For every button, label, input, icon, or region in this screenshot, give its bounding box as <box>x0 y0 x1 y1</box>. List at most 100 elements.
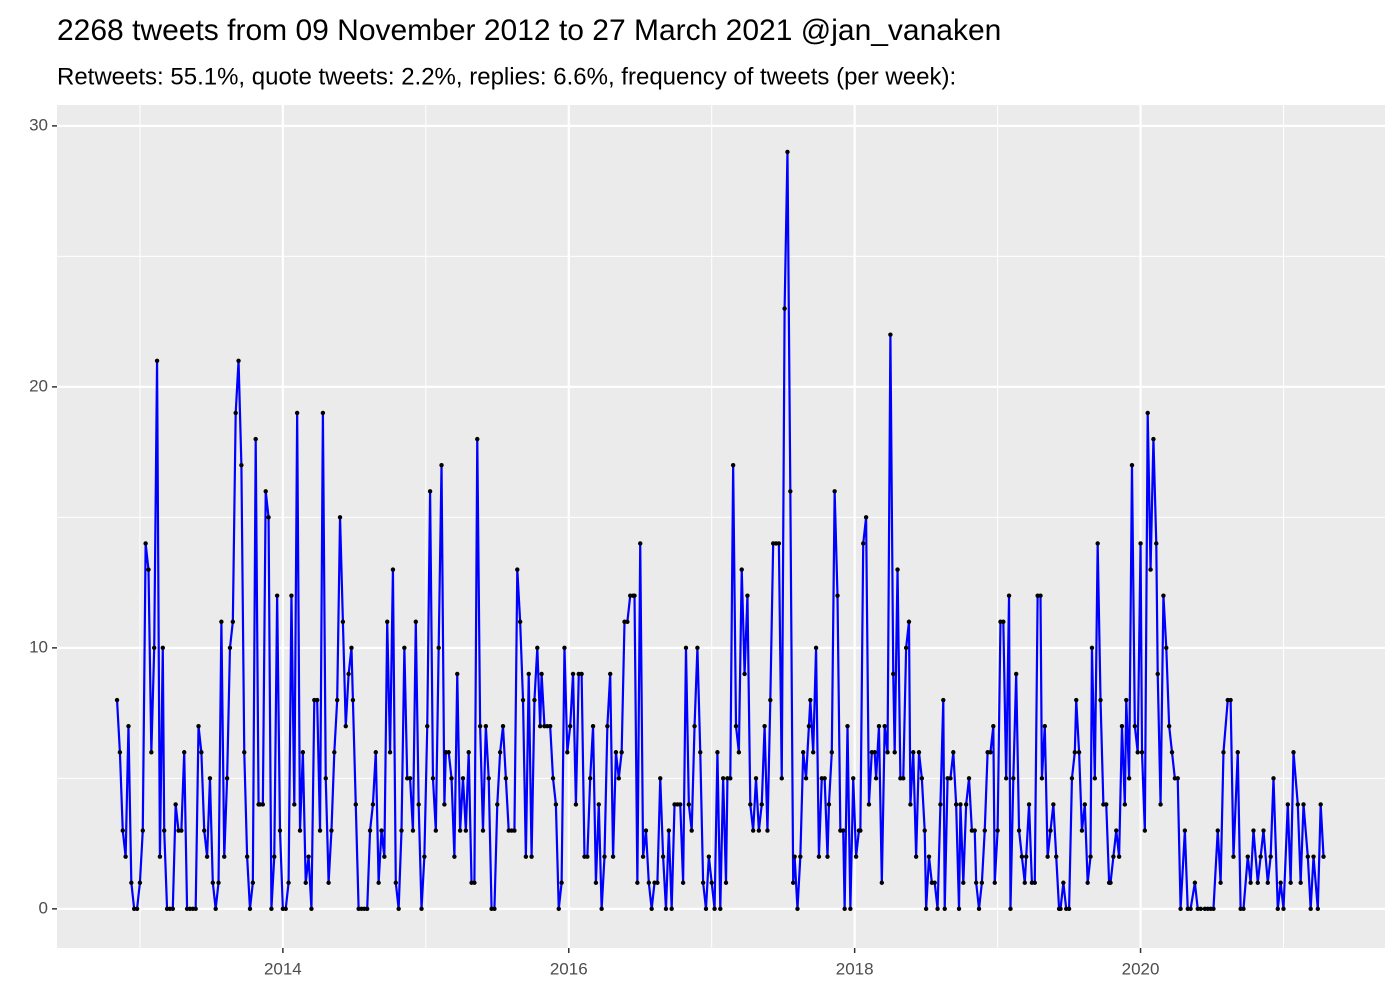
point <box>753 776 759 781</box>
point <box>402 645 407 651</box>
point <box>608 671 613 677</box>
point <box>872 750 877 755</box>
point <box>736 750 742 755</box>
y-tick-label: 30 <box>29 115 48 134</box>
point <box>472 880 477 885</box>
point <box>1142 828 1148 833</box>
point <box>646 880 652 885</box>
point <box>1048 828 1053 833</box>
point <box>309 906 314 912</box>
point <box>806 723 812 729</box>
point <box>244 854 250 859</box>
point <box>326 880 331 885</box>
point <box>816 854 822 859</box>
point <box>303 880 308 885</box>
point <box>1145 410 1150 416</box>
point <box>146 567 151 572</box>
point <box>585 854 590 859</box>
x-tick-label: 2020 <box>1122 959 1160 978</box>
point <box>1155 671 1160 677</box>
point <box>1116 854 1122 859</box>
point <box>314 697 320 703</box>
point <box>720 776 726 781</box>
point <box>317 828 323 833</box>
point <box>1161 593 1166 598</box>
point <box>938 802 943 807</box>
point <box>782 306 787 311</box>
point <box>292 802 297 807</box>
point <box>718 906 723 912</box>
point <box>480 828 486 833</box>
point <box>353 802 358 807</box>
point <box>876 723 882 729</box>
point <box>1045 854 1050 859</box>
point <box>706 854 712 859</box>
point <box>1148 567 1153 572</box>
point <box>365 906 370 912</box>
point <box>776 541 782 546</box>
point <box>1154 541 1159 546</box>
point <box>1218 880 1223 885</box>
point <box>193 906 198 912</box>
point <box>455 671 460 677</box>
point <box>1248 880 1253 885</box>
point <box>260 802 266 807</box>
point <box>1051 802 1056 807</box>
point <box>123 854 128 859</box>
point <box>1192 880 1198 885</box>
point <box>367 828 373 833</box>
point <box>173 802 178 807</box>
point <box>1132 723 1138 729</box>
point <box>1258 854 1263 859</box>
point <box>926 854 932 859</box>
point <box>483 723 489 729</box>
point <box>1061 880 1066 885</box>
point <box>157 854 163 859</box>
point <box>956 906 962 912</box>
point <box>373 750 378 755</box>
point <box>961 880 966 885</box>
point <box>1158 802 1163 807</box>
point <box>204 854 210 859</box>
point <box>640 854 646 859</box>
point <box>768 697 773 703</box>
point <box>297 828 303 833</box>
point <box>446 750 451 755</box>
point <box>700 880 706 885</box>
point <box>599 906 604 912</box>
point <box>460 776 466 781</box>
point <box>537 723 543 729</box>
point <box>795 906 800 912</box>
point <box>853 854 859 859</box>
point <box>892 750 897 755</box>
point <box>1151 436 1156 442</box>
point <box>873 776 879 781</box>
point <box>792 854 797 859</box>
point <box>913 854 919 859</box>
point <box>1188 906 1193 912</box>
point <box>1098 697 1103 703</box>
point <box>588 776 593 781</box>
point <box>337 515 343 520</box>
point <box>1089 645 1095 651</box>
point <box>277 828 283 833</box>
point <box>1124 697 1129 703</box>
x-tick-label: 2016 <box>550 959 588 978</box>
point <box>923 906 929 912</box>
point <box>1129 462 1135 468</box>
point <box>1285 802 1290 807</box>
point <box>376 880 381 885</box>
point <box>1003 776 1009 781</box>
point <box>779 776 784 781</box>
point <box>1082 802 1088 807</box>
point <box>385 619 390 624</box>
point <box>808 697 813 703</box>
point <box>1166 723 1172 729</box>
point <box>709 880 714 885</box>
point <box>1281 906 1286 912</box>
point <box>1122 802 1128 807</box>
point <box>559 880 564 885</box>
point <box>294 410 300 416</box>
point <box>216 880 221 885</box>
